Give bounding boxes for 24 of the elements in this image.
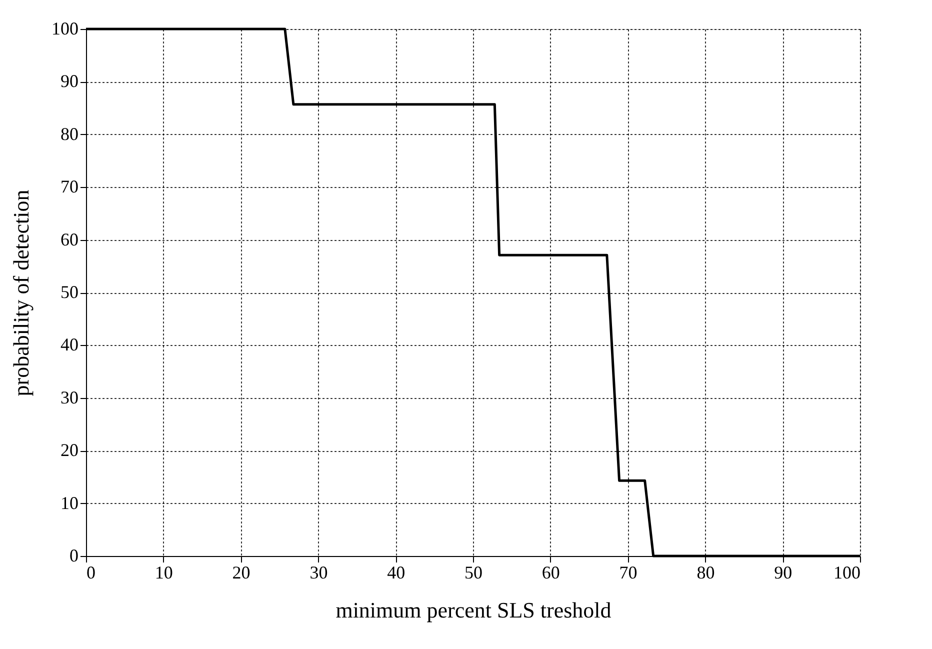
y-tick-label: 30 <box>60 387 78 408</box>
x-tick-label: 20 <box>232 562 250 582</box>
y-axis-title: probability of detection <box>8 190 34 396</box>
y-tick-label: 80 <box>60 124 78 144</box>
y-tick-label: 90 <box>60 71 78 92</box>
x-tick-label: 50 <box>464 562 482 582</box>
x-axis-title: minimum percent SLS treshold <box>336 598 612 622</box>
x-tick-label: 30 <box>310 562 328 582</box>
y-tick-label: 60 <box>60 229 78 250</box>
y-tick-label: 70 <box>60 176 78 197</box>
x-tick-label: 40 <box>387 562 406 582</box>
x-tick-label: 100 <box>834 562 860 582</box>
y-tick-label: 20 <box>60 440 78 460</box>
y-tick-label: 100 <box>52 18 78 38</box>
x-tick-label: 70 <box>619 562 638 582</box>
y-tick-label: 50 <box>60 282 78 302</box>
y-tick-label: 10 <box>60 492 78 513</box>
x-tick-label: 10 <box>154 562 173 582</box>
x-tick-label: 90 <box>774 562 792 582</box>
x-tick-label: 80 <box>696 562 715 582</box>
x-tick-label: 0 <box>86 562 96 582</box>
y-tick-label: 40 <box>60 334 78 355</box>
y-tick-label: 0 <box>70 546 78 566</box>
x-tick-label: 60 <box>542 562 560 582</box>
